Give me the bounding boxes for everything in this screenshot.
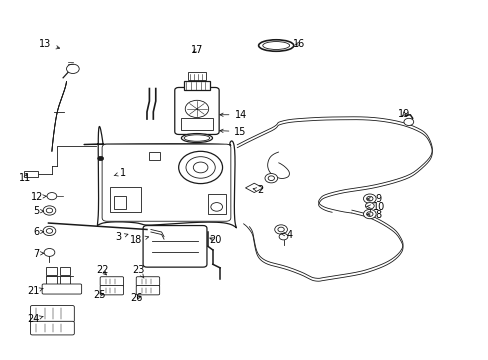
FancyBboxPatch shape: [136, 277, 159, 286]
Circle shape: [277, 227, 284, 232]
Circle shape: [366, 212, 372, 216]
FancyBboxPatch shape: [100, 277, 123, 286]
Text: 16: 16: [292, 39, 305, 49]
Text: 4: 4: [280, 230, 292, 239]
Bar: [110, 187, 141, 212]
Text: 2: 2: [253, 185, 263, 195]
Circle shape: [279, 233, 287, 240]
FancyBboxPatch shape: [30, 321, 74, 335]
Circle shape: [366, 196, 372, 201]
FancyBboxPatch shape: [136, 285, 159, 295]
Text: 11: 11: [19, 173, 31, 183]
Circle shape: [44, 248, 55, 256]
Circle shape: [264, 174, 277, 183]
Circle shape: [43, 206, 56, 215]
Text: 6: 6: [34, 227, 43, 237]
Polygon shape: [245, 183, 263, 193]
Circle shape: [267, 176, 274, 180]
Text: 22: 22: [96, 265, 108, 275]
Text: 9: 9: [366, 194, 381, 204]
Bar: [46, 267, 57, 275]
Text: 24: 24: [28, 314, 43, 324]
FancyBboxPatch shape: [143, 226, 206, 267]
Circle shape: [46, 229, 53, 233]
Text: 7: 7: [34, 248, 43, 258]
Text: 1: 1: [114, 168, 125, 178]
Text: 23: 23: [132, 265, 144, 278]
Bar: [114, 196, 126, 209]
Text: 12: 12: [31, 192, 46, 202]
Ellipse shape: [258, 40, 293, 51]
Text: 14: 14: [220, 110, 246, 120]
Bar: [207, 194, 226, 214]
FancyBboxPatch shape: [30, 306, 74, 322]
Bar: [46, 276, 57, 284]
FancyBboxPatch shape: [174, 87, 219, 134]
Circle shape: [403, 118, 413, 126]
Text: 3: 3: [115, 232, 128, 242]
Circle shape: [98, 156, 103, 161]
Bar: [188, 72, 205, 80]
Circle shape: [178, 151, 222, 184]
Circle shape: [43, 226, 56, 235]
Bar: [149, 152, 160, 160]
Bar: [60, 276, 70, 284]
Text: 13: 13: [40, 40, 60, 49]
Ellipse shape: [184, 135, 209, 141]
Circle shape: [185, 100, 208, 117]
Circle shape: [185, 157, 215, 178]
Text: 10: 10: [366, 202, 384, 212]
Ellipse shape: [181, 134, 212, 143]
FancyBboxPatch shape: [102, 144, 230, 221]
Text: 20: 20: [209, 235, 221, 245]
Circle shape: [210, 203, 222, 211]
Text: 18: 18: [130, 235, 148, 245]
Text: 21: 21: [28, 286, 43, 296]
Text: 19: 19: [398, 109, 410, 119]
FancyBboxPatch shape: [100, 285, 123, 295]
Circle shape: [365, 203, 373, 209]
Bar: [60, 267, 70, 275]
Circle shape: [46, 208, 53, 213]
Bar: [183, 81, 210, 90]
Text: 8: 8: [366, 210, 381, 220]
Text: 15: 15: [220, 127, 246, 136]
Bar: [24, 171, 38, 177]
Text: 25: 25: [93, 290, 105, 300]
Circle shape: [363, 210, 375, 219]
Text: 26: 26: [130, 293, 142, 303]
Ellipse shape: [262, 41, 289, 49]
Circle shape: [47, 193, 57, 200]
Circle shape: [363, 194, 375, 203]
Circle shape: [193, 162, 207, 173]
FancyBboxPatch shape: [42, 284, 81, 294]
Circle shape: [274, 225, 287, 234]
Circle shape: [66, 64, 79, 73]
Text: 17: 17: [190, 45, 203, 55]
Text: 5: 5: [34, 206, 43, 216]
Bar: [181, 118, 212, 130]
